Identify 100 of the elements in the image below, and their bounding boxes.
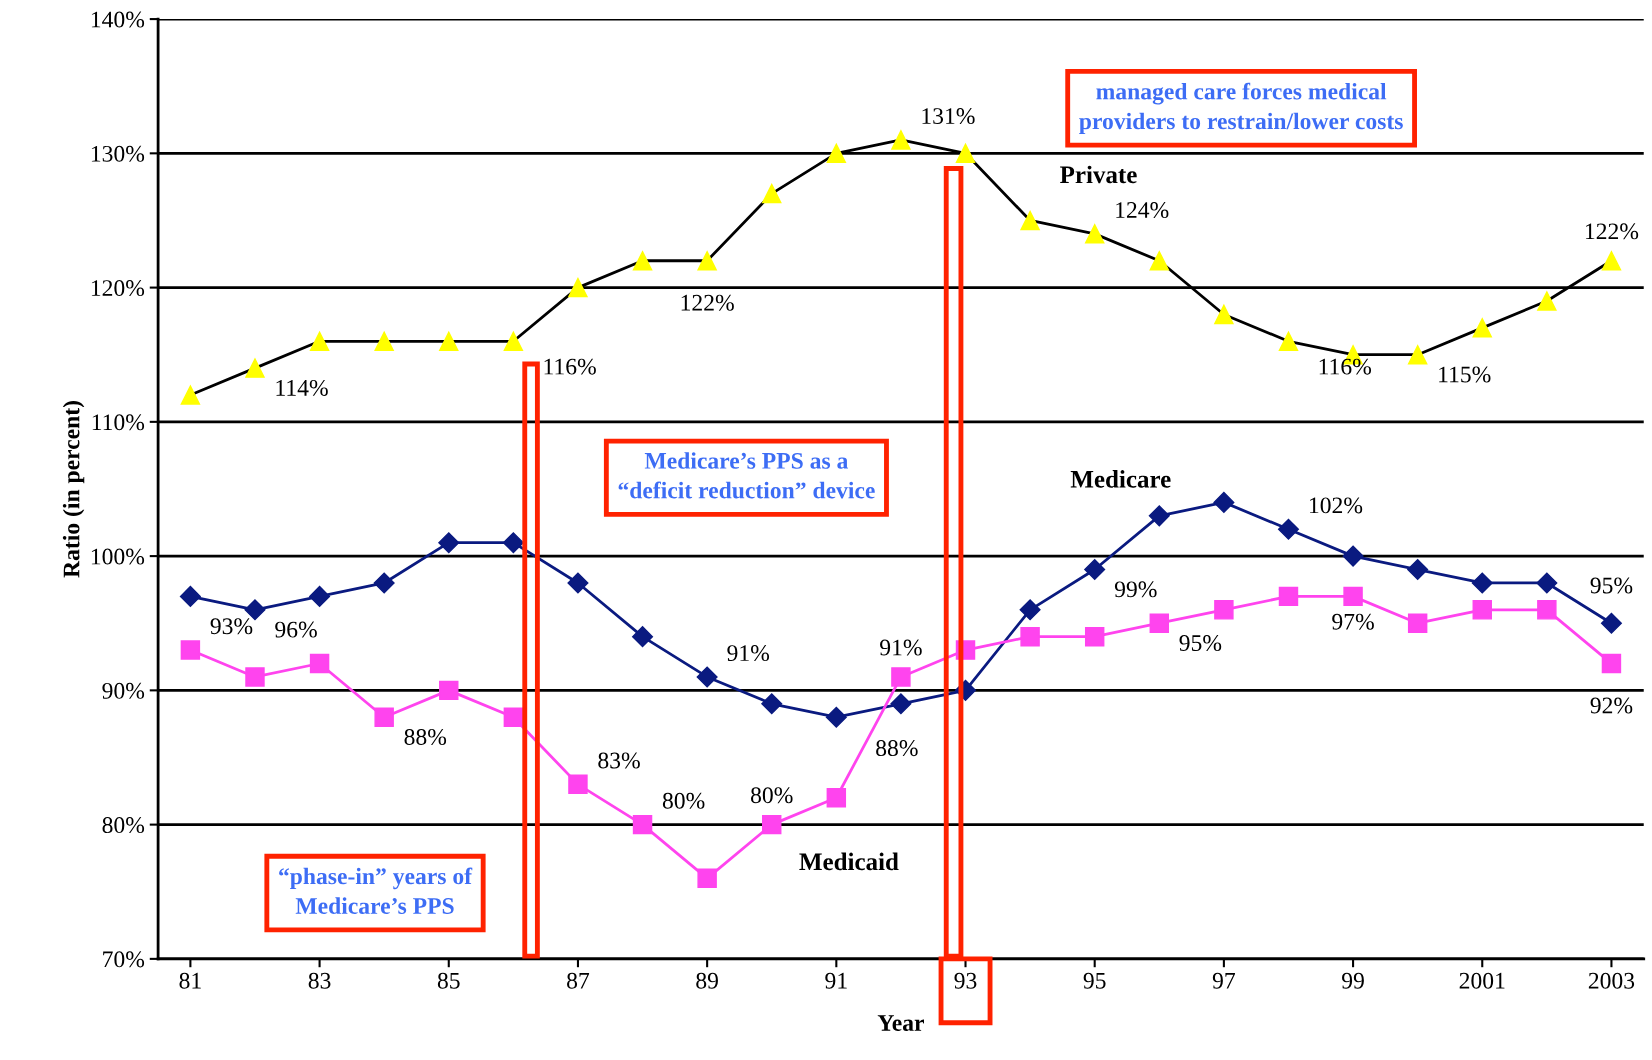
series-label: Private <box>1060 165 1137 184</box>
point <box>1407 559 1429 581</box>
point <box>1278 586 1299 607</box>
point <box>245 667 265 687</box>
data-label: 95% <box>1179 635 1222 652</box>
x-tick-label: 83 <box>308 972 331 989</box>
point <box>891 130 911 150</box>
data-label: 93% <box>210 618 253 635</box>
data-label: 131% <box>922 108 975 125</box>
point <box>1471 572 1493 594</box>
point <box>309 653 330 674</box>
point <box>503 707 524 727</box>
point <box>1214 304 1234 325</box>
data-label: 122% <box>681 294 734 311</box>
point <box>1019 599 1041 621</box>
point <box>762 814 782 835</box>
point <box>439 331 459 352</box>
x-tick-label: 99 <box>1342 972 1364 989</box>
point <box>697 868 717 889</box>
point <box>180 640 201 660</box>
data-label: 102% <box>1310 497 1363 514</box>
data-label: 115% <box>1439 366 1491 383</box>
x-tick-label: 2003 <box>1588 972 1635 989</box>
y-tick-label: 140% <box>91 11 145 28</box>
point <box>1148 505 1170 527</box>
point <box>1277 518 1299 540</box>
point <box>503 331 524 352</box>
point <box>438 532 460 554</box>
data-label: 114% <box>276 379 328 396</box>
x-tick-label: 97 <box>1212 972 1236 989</box>
y-tick-label: 110% <box>92 414 145 431</box>
point <box>1537 600 1557 620</box>
point <box>179 585 201 607</box>
point <box>632 626 654 648</box>
data-label: 88% <box>876 740 918 757</box>
point <box>1084 224 1105 244</box>
annotation: Medicare’s PPS as a “deficit reduction” device <box>618 452 875 499</box>
point <box>697 251 717 271</box>
point <box>1214 600 1234 620</box>
point <box>1601 653 1622 674</box>
x-axis-title: Year <box>877 1015 924 1031</box>
point <box>955 143 976 164</box>
data-label: 80% <box>662 792 705 809</box>
data-label: 124% <box>1116 202 1169 219</box>
annotation: managed care forces medical providers to restrain/lower costs <box>1079 82 1403 135</box>
y-tick-label: 70% <box>103 951 145 968</box>
point <box>180 385 201 405</box>
y-tick-label: 100% <box>91 548 145 565</box>
point <box>1536 572 1558 594</box>
data-label: 99% <box>1114 581 1157 598</box>
point <box>1407 344 1428 365</box>
point <box>891 667 911 687</box>
point <box>1600 612 1622 634</box>
point <box>1084 626 1105 647</box>
data-label: 88% <box>404 729 447 746</box>
point <box>1472 600 1492 620</box>
point <box>1601 251 1622 271</box>
y-tick-label: 130% <box>91 145 145 162</box>
point <box>374 707 394 727</box>
data-label: 91% <box>880 639 922 656</box>
point <box>1149 613 1170 633</box>
annotation: “phase-in” years of Medicare’s PPS <box>279 867 473 914</box>
point <box>1407 613 1428 633</box>
x-tick-label: 93 <box>954 972 977 989</box>
point <box>373 572 395 594</box>
point <box>1020 210 1040 231</box>
data-label: 116% <box>544 358 596 375</box>
series-label: Medicaid <box>799 852 899 871</box>
point <box>826 788 847 808</box>
point <box>632 251 653 271</box>
data-label: 92% <box>1590 697 1633 714</box>
x-tick-label: 89 <box>696 972 718 989</box>
data-label: 80% <box>750 787 793 804</box>
point <box>1084 559 1106 581</box>
point <box>374 331 394 352</box>
point <box>1149 251 1170 271</box>
point <box>826 143 847 164</box>
data-label: 122% <box>1585 223 1639 240</box>
point <box>568 277 588 298</box>
x-tick-label: 87 <box>567 972 590 989</box>
point <box>632 814 653 835</box>
x-tick-label: 81 <box>179 972 201 989</box>
point <box>1537 291 1557 311</box>
point <box>1342 545 1364 567</box>
point <box>825 706 847 728</box>
point <box>245 358 265 378</box>
series-label: Medicare <box>1070 470 1171 488</box>
data-label: 95% <box>1590 577 1633 594</box>
point <box>1343 586 1363 607</box>
x-tick-label: 95 <box>1083 972 1106 989</box>
y-tick-label: 80% <box>102 817 145 834</box>
data-label: 116% <box>1319 358 1372 375</box>
point <box>696 666 718 688</box>
data-label: 96% <box>275 621 317 638</box>
point <box>439 680 459 701</box>
point <box>502 532 524 554</box>
point <box>309 585 331 607</box>
y-tick-label: 90% <box>102 682 145 699</box>
y-tick-label: 120% <box>91 280 145 297</box>
point <box>309 331 330 352</box>
